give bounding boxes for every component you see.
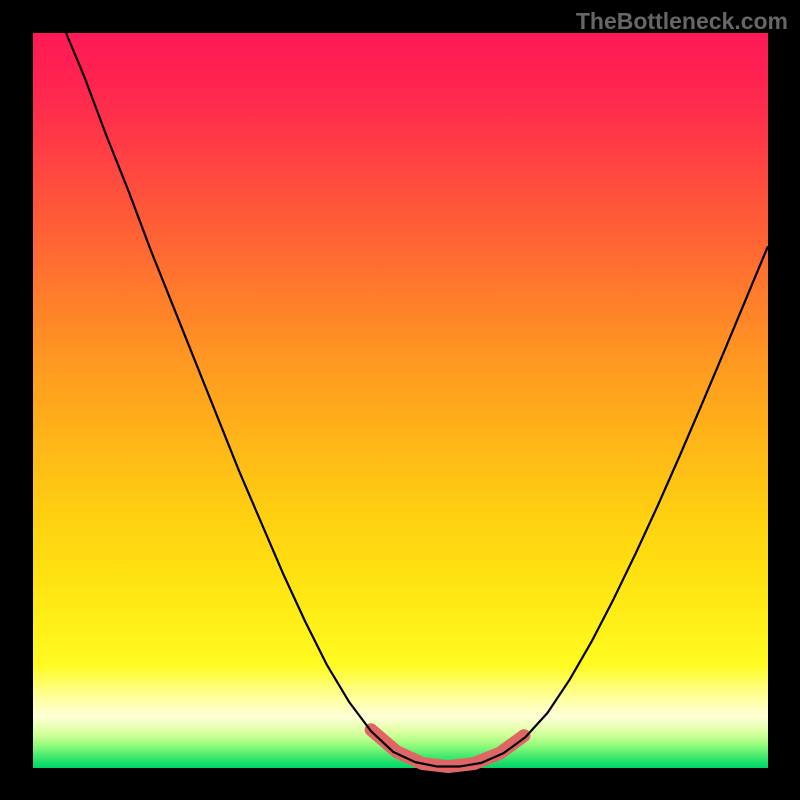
bottleneck-curve <box>66 33 768 767</box>
watermark-text: TheBottleneck.com <box>576 8 788 35</box>
plot-area <box>33 33 768 768</box>
chart-stage: TheBottleneck.com <box>0 0 800 800</box>
curve-layer <box>33 33 768 768</box>
highlight-segment <box>371 730 524 767</box>
